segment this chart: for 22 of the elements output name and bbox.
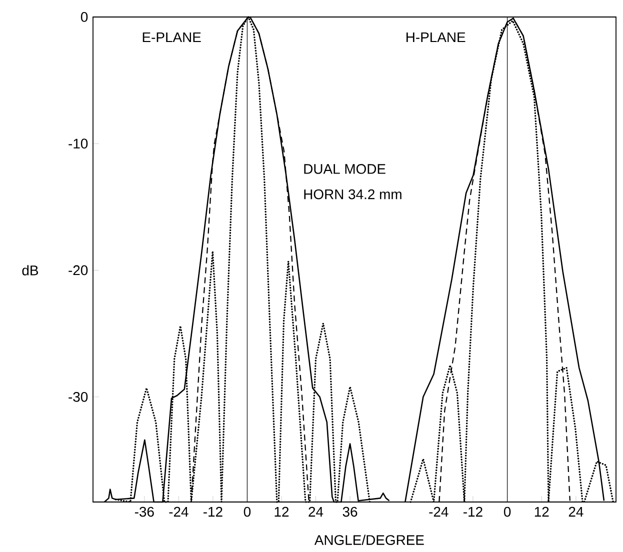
y-tick-label: -20 [68, 265, 88, 276]
x-tick-label: -24 [169, 506, 188, 517]
x-tick-label: -12 [203, 506, 222, 517]
y-tick-label: 0 [80, 12, 88, 22]
annotation: E-PLANE [142, 32, 201, 42]
y-axis-title: dB [22, 265, 38, 276]
x-tick-label: 36 [342, 506, 358, 517]
y-tick-label: -30 [68, 392, 88, 402]
x-tick-label: 0 [244, 506, 251, 517]
annotation: DUAL MODE [304, 164, 386, 174]
x-tick-label: -12 [464, 506, 482, 517]
x-tick-label: 12 [534, 506, 549, 517]
x-tick-label: -36 [134, 506, 154, 517]
x-tick-label: -24 [429, 506, 448, 517]
x-tick-label: 24 [568, 506, 584, 517]
x-tick-label: 24 [308, 506, 324, 517]
x-tick-label: 12 [274, 506, 289, 517]
y-tick-label: -10 [68, 138, 88, 149]
x-tick-label: 0 [504, 506, 511, 517]
annotation: H-PLANE [406, 32, 466, 42]
x-axis-title: ANGLE/DEGREE [314, 534, 424, 545]
annotation: HORN 34.2 mm [304, 189, 402, 200]
